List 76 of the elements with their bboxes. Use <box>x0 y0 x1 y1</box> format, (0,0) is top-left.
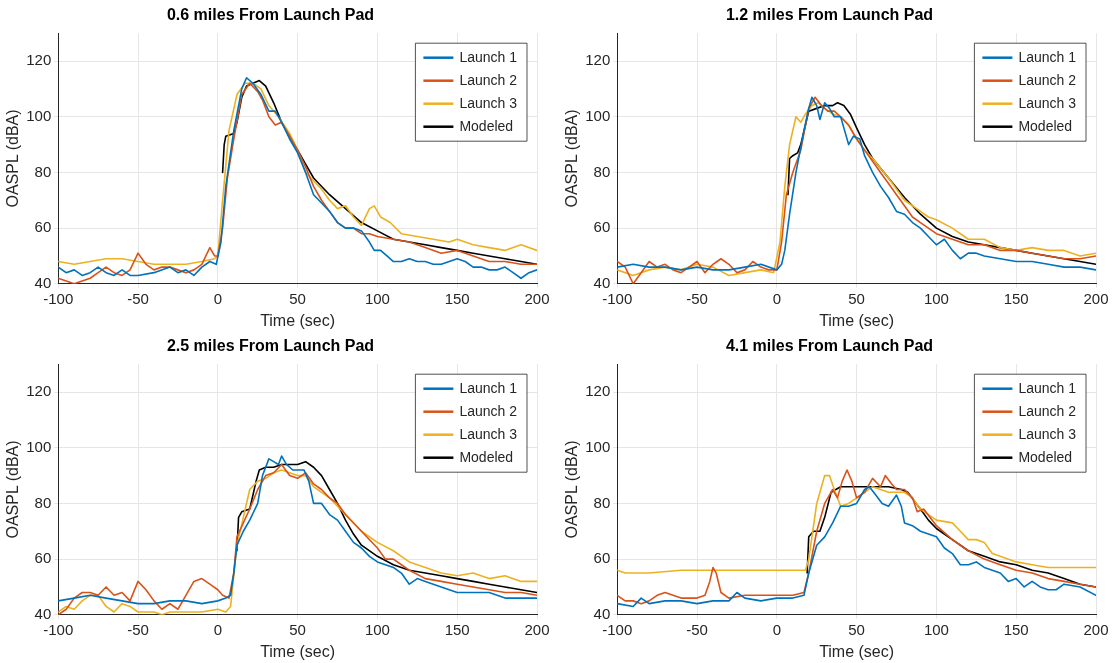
legend-label: Launch 1 <box>1018 379 1077 396</box>
y-axis-title: OASPL (dBA) <box>4 440 22 539</box>
legend-label: Launch 2 <box>1018 71 1077 88</box>
y-tick-label: 60 <box>593 218 611 236</box>
x-tick-label: 150 <box>444 620 470 638</box>
x-tick-label: -100 <box>43 620 74 638</box>
y-tick-label: 100 <box>585 106 611 124</box>
legend-label: Modeled <box>459 117 514 134</box>
y-tick-label: 40 <box>34 273 52 291</box>
y-tick-label: 40 <box>593 604 611 622</box>
x-tick-label: 200 <box>1083 289 1109 307</box>
chart-title: 4.1 miles From Launch Pad <box>725 337 934 355</box>
x-tick-label: -50 <box>127 289 149 307</box>
x-tick-label: -50 <box>127 620 149 638</box>
legend-label: Modeled <box>1018 117 1073 134</box>
x-tick-label: 200 <box>524 620 550 638</box>
x-tick-label: 100 <box>923 620 949 638</box>
y-tick-label: 120 <box>585 51 611 69</box>
x-axis-title: Time (sec) <box>260 642 336 660</box>
y-axis-title: OASPL (dBA) <box>563 109 581 208</box>
chart-title: 0.6 miles From Launch Pad <box>166 6 375 24</box>
x-tick-label: 200 <box>1083 620 1109 638</box>
x-tick-label: 100 <box>923 289 949 307</box>
legend-label: Launch 3 <box>1018 425 1077 442</box>
x-tick-label: -50 <box>686 620 708 638</box>
x-tick-label: 0 <box>213 289 222 307</box>
x-tick-label: -100 <box>602 289 633 307</box>
y-tick-label: 100 <box>585 437 611 455</box>
y-tick-label: 60 <box>34 549 52 567</box>
y-tick-label: 40 <box>34 604 52 622</box>
legend-label: Launch 1 <box>459 48 518 65</box>
x-tick-label: -100 <box>602 620 633 638</box>
y-tick-label: 40 <box>593 273 611 291</box>
y-axis-title: OASPL (dBA) <box>563 440 581 539</box>
x-tick-label: 150 <box>1003 289 1029 307</box>
x-tick-label: 100 <box>364 289 390 307</box>
x-axis-title: Time (sec) <box>260 311 336 329</box>
x-tick-label: -50 <box>686 289 708 307</box>
x-tick-label: 150 <box>444 289 470 307</box>
y-tick-label: 80 <box>34 162 52 180</box>
x-axis-title: Time (sec) <box>819 642 895 660</box>
legend-label: Launch 2 <box>459 71 518 88</box>
x-tick-label: 100 <box>364 620 390 638</box>
y-tick-label: 100 <box>26 106 52 124</box>
x-tick-label: 0 <box>772 289 781 307</box>
x-tick-label: 0 <box>213 620 222 638</box>
legend-label: Modeled <box>459 448 514 465</box>
legend-label: Launch 2 <box>459 402 518 419</box>
y-axis-title: OASPL (dBA) <box>4 109 22 208</box>
x-axis-title: Time (sec) <box>819 311 895 329</box>
legend-label: Modeled <box>1018 448 1073 465</box>
legend-label: Launch 3 <box>459 425 518 442</box>
x-tick-label: -100 <box>43 289 74 307</box>
y-tick-label: 120 <box>585 382 611 400</box>
y-tick-label: 120 <box>26 382 52 400</box>
y-tick-label: 100 <box>26 437 52 455</box>
chart-title: 1.2 miles From Launch Pad <box>725 6 934 24</box>
legend-label: Launch 2 <box>1018 402 1077 419</box>
y-tick-label: 80 <box>34 493 52 511</box>
y-tick-label: 80 <box>593 162 611 180</box>
x-tick-label: 0 <box>772 620 781 638</box>
chart-title: 2.5 miles From Launch Pad <box>166 337 375 355</box>
legend-label: Launch 1 <box>459 379 518 396</box>
legend-label: Launch 1 <box>1018 48 1077 65</box>
y-tick-label: 120 <box>26 51 52 69</box>
y-tick-label: 60 <box>34 218 52 236</box>
x-tick-label: 200 <box>524 289 550 307</box>
x-tick-label: 50 <box>289 620 306 638</box>
x-tick-label: 50 <box>848 620 865 638</box>
legend-label: Launch 3 <box>459 94 518 111</box>
x-tick-label: 50 <box>848 289 865 307</box>
y-tick-label: 60 <box>593 549 611 567</box>
legend-label: Launch 3 <box>1018 94 1077 111</box>
x-tick-label: 50 <box>289 289 306 307</box>
y-tick-label: 80 <box>593 493 611 511</box>
x-tick-label: 150 <box>1003 620 1029 638</box>
